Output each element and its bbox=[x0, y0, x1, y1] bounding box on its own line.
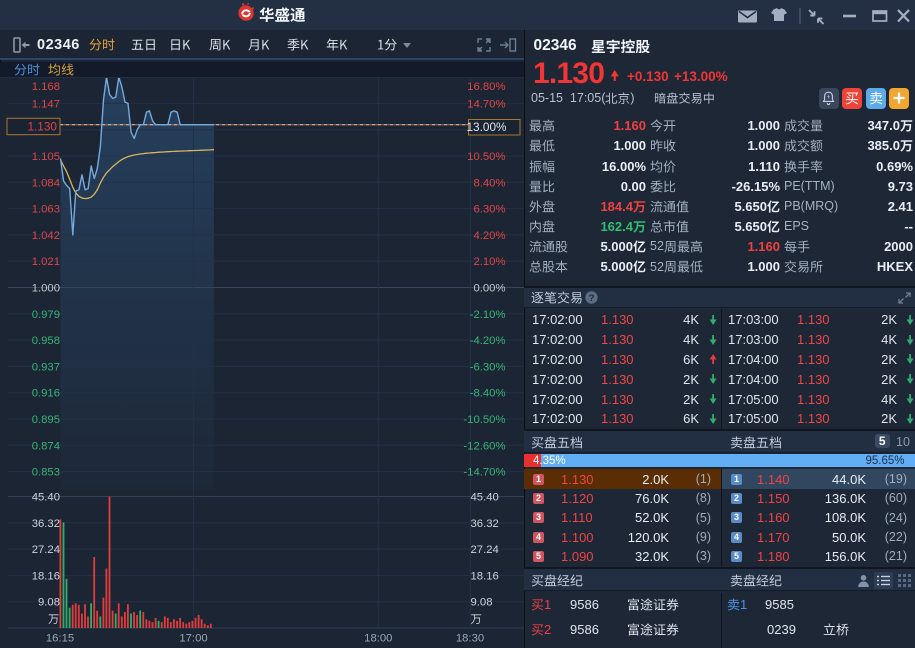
svg-text:1.084: 1.084 bbox=[32, 177, 60, 189]
svg-text:45.40: 45.40 bbox=[32, 492, 60, 504]
svg-text:0.874: 0.874 bbox=[32, 440, 60, 452]
svg-text:1.105: 1.105 bbox=[32, 151, 60, 163]
svg-text:18:30: 18:30 bbox=[456, 633, 484, 645]
svg-text:1.130: 1.130 bbox=[27, 119, 57, 133]
svg-text:1.042: 1.042 bbox=[32, 230, 60, 242]
svg-text:9.08: 9.08 bbox=[38, 597, 60, 609]
svg-text:16:15: 16:15 bbox=[46, 633, 74, 645]
svg-text:1.063: 1.063 bbox=[32, 204, 60, 216]
svg-text:0.916: 0.916 bbox=[32, 388, 60, 400]
svg-text:10.50%: 10.50% bbox=[467, 151, 505, 163]
svg-text:1.000: 1.000 bbox=[32, 283, 60, 295]
svg-text:1.168: 1.168 bbox=[32, 81, 60, 93]
svg-text:36.32: 36.32 bbox=[32, 518, 60, 530]
svg-text:2.10%: 2.10% bbox=[473, 256, 505, 268]
svg-text:9.08: 9.08 bbox=[471, 597, 493, 609]
svg-text:18:00: 18:00 bbox=[364, 633, 392, 645]
svg-text:-10.50%: -10.50% bbox=[463, 414, 505, 426]
svg-text:0.958: 0.958 bbox=[32, 335, 60, 347]
svg-text:1.147: 1.147 bbox=[32, 98, 60, 110]
svg-text:18.16: 18.16 bbox=[471, 570, 499, 582]
svg-text:0.00%: 0.00% bbox=[473, 283, 505, 295]
svg-text:1.021: 1.021 bbox=[32, 256, 60, 268]
svg-text:0.937: 0.937 bbox=[32, 361, 60, 373]
svg-text:4.20%: 4.20% bbox=[473, 230, 505, 242]
svg-text:18.16: 18.16 bbox=[32, 570, 60, 582]
svg-text:-14.70%: -14.70% bbox=[463, 467, 505, 479]
svg-text:-8.40%: -8.40% bbox=[470, 388, 506, 400]
svg-text:?: ? bbox=[589, 293, 595, 304]
svg-text:17:00: 17:00 bbox=[179, 633, 207, 645]
svg-text:14.70%: 14.70% bbox=[467, 98, 505, 110]
svg-text:0.853: 0.853 bbox=[32, 467, 60, 479]
svg-text:0.895: 0.895 bbox=[32, 414, 60, 426]
svg-text:-6.30%: -6.30% bbox=[470, 361, 506, 373]
svg-text:0.979: 0.979 bbox=[32, 309, 60, 321]
svg-text:6.30%: 6.30% bbox=[473, 204, 505, 216]
svg-text:45.40: 45.40 bbox=[471, 492, 499, 504]
svg-text:8.40%: 8.40% bbox=[473, 177, 505, 189]
svg-text:-4.20%: -4.20% bbox=[470, 335, 506, 347]
svg-text:36.32: 36.32 bbox=[471, 518, 499, 530]
svg-text:-12.60%: -12.60% bbox=[463, 440, 505, 452]
svg-text:-2.10%: -2.10% bbox=[470, 309, 506, 321]
svg-text:27.24: 27.24 bbox=[471, 544, 499, 556]
svg-text:16.80%: 16.80% bbox=[467, 81, 505, 93]
svg-text:27.24: 27.24 bbox=[32, 544, 60, 556]
svg-text:13.00%: 13.00% bbox=[466, 120, 507, 134]
